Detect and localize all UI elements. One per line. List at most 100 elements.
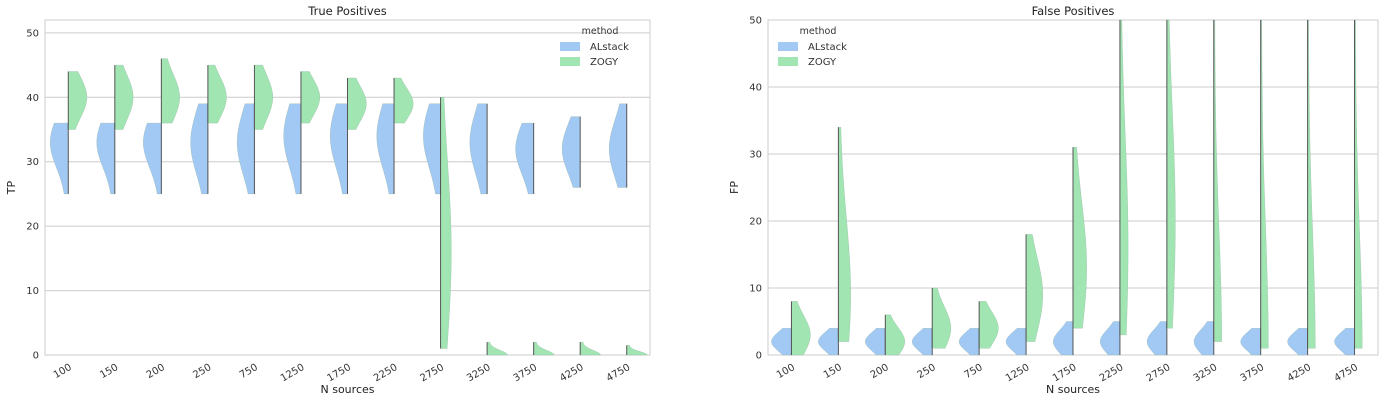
violin-zogy-4750 bbox=[626, 345, 648, 356]
violin-alstack-3750 bbox=[1240, 327, 1261, 356]
violin-zogy-2250 bbox=[1119, 19, 1129, 336]
y-tick-label: 30 bbox=[26, 157, 39, 168]
x-tick-label: 4250 bbox=[1286, 362, 1314, 384]
x-tick-label: 2250 bbox=[372, 362, 400, 384]
y-tick-label: 20 bbox=[749, 217, 762, 228]
x-tick-label: 250 bbox=[916, 362, 938, 381]
x-tick-label: 3750 bbox=[512, 362, 540, 384]
chart-title: True Positives bbox=[307, 4, 386, 18]
violin-alstack-2250 bbox=[376, 103, 395, 195]
x-tick-label: 4750 bbox=[1332, 362, 1360, 384]
series-alstack bbox=[771, 321, 1356, 356]
violin-alstack-1250 bbox=[1005, 327, 1027, 356]
violin-zogy-750 bbox=[254, 64, 274, 130]
x-tick-label: 4250 bbox=[558, 362, 586, 384]
violin-zogy-200 bbox=[161, 58, 180, 124]
series-zogy bbox=[67, 58, 648, 356]
violin-zogy-1750 bbox=[1072, 147, 1087, 329]
x-axis-label: N sources bbox=[321, 383, 375, 396]
violin-alstack-100 bbox=[771, 327, 792, 356]
legend-entry: ZOGY bbox=[590, 57, 619, 68]
violin-alstack-1750 bbox=[1053, 321, 1074, 356]
x-tick-label: 200 bbox=[145, 362, 167, 381]
legend-swatch bbox=[560, 42, 580, 51]
violin-alstack-4750 bbox=[608, 103, 627, 188]
violin-alstack-2750 bbox=[423, 103, 441, 195]
violin-zogy-200 bbox=[885, 314, 906, 356]
x-tick-label: 100 bbox=[52, 362, 74, 381]
violin-alstack-3750 bbox=[515, 122, 534, 195]
legend-swatch bbox=[560, 57, 580, 66]
violin-zogy-3750 bbox=[533, 341, 555, 356]
legend-title: method bbox=[800, 26, 837, 37]
x-tick-label: 2250 bbox=[1098, 362, 1126, 384]
violin-alstack-750 bbox=[958, 327, 980, 356]
violin-zogy-2250 bbox=[393, 77, 414, 124]
legend-swatch bbox=[778, 57, 798, 66]
x-tick-label: 200 bbox=[869, 362, 891, 381]
y-tick-label: 20 bbox=[26, 222, 39, 233]
violin-zogy-2750 bbox=[440, 97, 452, 349]
series-alstack bbox=[49, 103, 628, 195]
x-tick-label: 3250 bbox=[465, 362, 493, 384]
violin-alstack-1250 bbox=[283, 103, 302, 195]
violin-zogy-100 bbox=[68, 71, 88, 130]
y-tick-label: 50 bbox=[26, 28, 39, 39]
y-axis-label: TP bbox=[5, 180, 18, 195]
legend-entry: ALstack bbox=[590, 42, 629, 53]
violin-alstack-3250 bbox=[1193, 321, 1215, 356]
violin-zogy-3250 bbox=[486, 341, 508, 356]
violin-zogy-3250 bbox=[1213, 19, 1222, 342]
violin-alstack-150 bbox=[96, 122, 116, 195]
legend: method ALstack ZOGY bbox=[560, 26, 629, 68]
violin-alstack-3250 bbox=[469, 103, 488, 195]
violin-alstack-4250 bbox=[1287, 327, 1308, 356]
violin-zogy-4250 bbox=[1307, 19, 1316, 349]
y-tick-label: 40 bbox=[749, 83, 762, 94]
violin-alstack-2750 bbox=[1146, 321, 1168, 356]
violin-alstack-4750 bbox=[1334, 327, 1355, 356]
panel-1: 0 10 20 30 40 50 100 150 200 250 750 1250 1750 2250 27… bbox=[728, 4, 1379, 396]
violin-zogy-150 bbox=[838, 126, 851, 342]
x-tick-label: 2750 bbox=[1145, 362, 1173, 384]
violin-zogy-2750 bbox=[1166, 19, 1176, 329]
x-tick-label: 1750 bbox=[325, 362, 353, 384]
x-tick-label: 150 bbox=[98, 362, 120, 381]
y-tick-label: 0 bbox=[756, 351, 762, 362]
violin-zogy-750 bbox=[978, 301, 999, 349]
violin-zogy-1750 bbox=[347, 77, 367, 130]
y-tick-label: 10 bbox=[26, 286, 39, 297]
x-tick-label: 3750 bbox=[1239, 362, 1267, 384]
legend-entry: ZOGY bbox=[808, 57, 837, 68]
violin-alstack-100 bbox=[49, 122, 69, 195]
series-zogy bbox=[790, 19, 1363, 356]
violin-zogy-150 bbox=[114, 64, 134, 130]
y-tick-label: 10 bbox=[749, 284, 762, 295]
x-tick-label: 3250 bbox=[1192, 362, 1220, 384]
x-tick-label: 1750 bbox=[1051, 362, 1079, 384]
y-tick-label: 30 bbox=[749, 150, 762, 161]
panel-0: 0 10 20 30 40 50 100 150 200 250 750 1250 1750 2250 27… bbox=[5, 4, 651, 396]
violin-alstack-250 bbox=[911, 327, 933, 356]
violin-zogy-250 bbox=[931, 287, 952, 349]
legend-entry: ALstack bbox=[808, 42, 847, 53]
x-tick-label: 150 bbox=[822, 362, 844, 381]
y-tick-label: 50 bbox=[749, 16, 762, 27]
legend: method ALstack ZOGY bbox=[778, 26, 847, 68]
violin-alstack-200 bbox=[865, 327, 886, 356]
violin-zogy-3750 bbox=[1260, 19, 1269, 349]
legend-title: method bbox=[582, 26, 619, 37]
y-tick-label: 0 bbox=[33, 351, 39, 362]
violin-zogy-1250 bbox=[1025, 234, 1044, 342]
y-axis-label: FP bbox=[728, 181, 741, 194]
x-tick-label: 2750 bbox=[419, 362, 447, 384]
violin-alstack-2250 bbox=[1099, 321, 1121, 356]
x-tick-label: 4750 bbox=[605, 362, 633, 384]
x-tick-label: 250 bbox=[191, 362, 213, 381]
x-tick-label: 750 bbox=[238, 362, 260, 381]
legend-swatch bbox=[778, 42, 798, 51]
violin-zogy-250 bbox=[207, 64, 227, 124]
x-axis-label: N sources bbox=[1046, 383, 1100, 396]
violin-alstack-200 bbox=[143, 122, 162, 195]
